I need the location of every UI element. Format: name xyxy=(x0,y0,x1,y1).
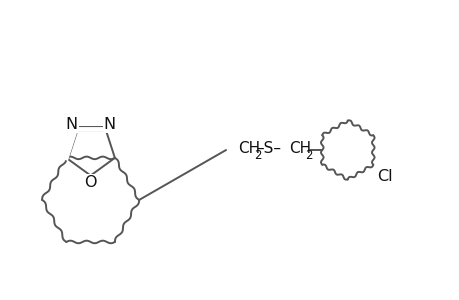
Text: N: N xyxy=(103,117,115,132)
Text: N: N xyxy=(66,117,78,132)
Text: O: O xyxy=(84,175,97,190)
Text: 2: 2 xyxy=(304,149,312,162)
Text: 2: 2 xyxy=(253,149,261,162)
Text: Cl: Cl xyxy=(376,169,392,184)
Text: CH: CH xyxy=(288,140,310,155)
Text: –S–: –S– xyxy=(256,140,281,155)
Text: CH: CH xyxy=(237,140,259,155)
